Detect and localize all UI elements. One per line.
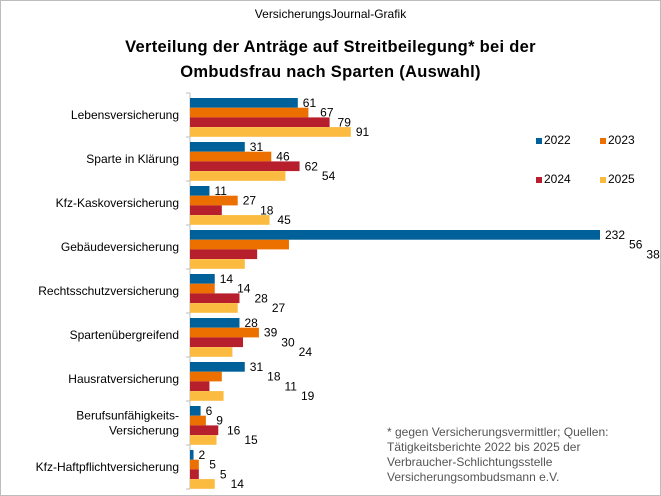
source-label: VersicherungsJournal-Grafik <box>254 7 407 21</box>
data-label: 28 <box>244 316 258 330</box>
data-label: 67 <box>320 106 334 120</box>
legend-label-2024: 2024 <box>544 172 571 186</box>
data-label: 16 <box>227 423 241 437</box>
data-label: 54 <box>322 169 336 183</box>
data-label: 79 <box>338 115 352 129</box>
data-label: 14 <box>231 477 245 491</box>
data-label: 27 <box>243 194 257 208</box>
category-label: Sparte in Klärung <box>86 152 179 166</box>
bar-2023 <box>190 327 259 338</box>
chart-title: Verteilung der Anträge auf Streitbeilegu… <box>1 35 660 85</box>
data-label: 5 <box>220 467 227 481</box>
bar-2024 <box>190 293 240 304</box>
legend-swatch-2025 <box>600 177 606 183</box>
bar-2024 <box>190 117 330 128</box>
bar-2022 <box>190 362 245 372</box>
bar-2022 <box>190 230 600 240</box>
data-label: 91 <box>356 125 370 139</box>
bar-2022 <box>190 274 215 284</box>
legend-label-2022: 2022 <box>544 133 571 147</box>
data-label: 14 <box>237 282 251 296</box>
data-label: 15 <box>244 433 258 447</box>
category-label: Berufsunfähigkeits-Versicherung <box>76 409 179 438</box>
bar-2024 <box>190 425 219 436</box>
title-line-2: Ombudsfrau nach Sparten (Auswahl) <box>180 63 481 81</box>
data-label: 28 <box>254 291 268 305</box>
bar-2025 <box>190 171 286 181</box>
bar-2025 <box>190 259 245 269</box>
bar-2025 <box>190 391 224 401</box>
data-label: 61 <box>303 96 317 110</box>
category-label: Lebensversicherung <box>71 108 179 122</box>
bar-2023 <box>190 151 272 162</box>
data-label: 27 <box>272 301 286 315</box>
category-label: Rechtsschutzversicherung <box>38 284 179 298</box>
footnote: * gegen Versicherungsvermittler; Quellen… <box>387 425 609 484</box>
title-line-1: Verteilung der Anträge auf Streitbeilegu… <box>125 38 536 56</box>
category-label: Kfz-Kaskoversicherung <box>56 196 179 210</box>
category-label: Kfz-Haftpflichtversicherung <box>36 460 179 474</box>
bar-2024 <box>190 249 258 260</box>
bar-2023 <box>190 283 215 294</box>
data-label: 31 <box>250 360 264 374</box>
bar-2023 <box>190 195 238 206</box>
bar-2024 <box>190 337 244 348</box>
data-label: 18 <box>267 370 281 384</box>
data-label: 45 <box>277 213 291 227</box>
data-label: 2 <box>199 448 206 462</box>
legend-swatch-2024 <box>536 177 542 183</box>
legend-label-2025: 2025 <box>608 172 635 186</box>
bar-2024 <box>190 161 300 172</box>
data-label: 31 <box>250 140 264 154</box>
legend-label-2023: 2023 <box>608 133 635 147</box>
data-label: 11 <box>285 379 298 393</box>
bar-2025 <box>190 303 238 313</box>
data-label: 39 <box>264 326 278 340</box>
data-label: 30 <box>281 335 295 349</box>
bar-2023 <box>190 107 309 118</box>
data-label: 38 <box>646 247 660 261</box>
bar-2025 <box>190 479 215 489</box>
category-label: Hausratversicherung <box>68 372 179 386</box>
bar-2022 <box>190 450 194 460</box>
data-label: 232 <box>605 228 625 242</box>
bar-2022 <box>190 98 298 108</box>
data-label: 19 <box>301 389 315 403</box>
bar-2022 <box>190 318 240 328</box>
bar-2023 <box>190 459 199 470</box>
data-label: 9 <box>216 414 223 428</box>
bar-2025 <box>190 435 217 445</box>
legend-swatch-2023 <box>600 138 606 144</box>
bar-2024 <box>190 381 210 392</box>
data-label: 11 <box>214 184 227 198</box>
bar-2025 <box>190 215 270 225</box>
bar-2023 <box>190 371 222 382</box>
bar-2023 <box>190 239 289 250</box>
category-label: Gebäudeversicherung <box>61 240 179 254</box>
bar-2022 <box>190 142 245 152</box>
category-label: Spartenübergreifend <box>70 328 179 342</box>
bar-2023 <box>190 415 206 426</box>
bar-2025 <box>190 127 351 137</box>
bar-2024 <box>190 205 222 216</box>
bar-2024 <box>190 469 199 480</box>
bar-2022 <box>190 186 210 196</box>
bar-2025 <box>190 347 233 357</box>
data-label: 6 <box>206 404 213 418</box>
data-label: 56 <box>629 238 643 252</box>
data-label: 14 <box>220 272 234 286</box>
legend-swatch-2022 <box>536 138 542 144</box>
data-label: 62 <box>305 159 319 173</box>
data-label: 5 <box>209 458 216 472</box>
bar-2022 <box>190 406 201 416</box>
data-label: 24 <box>299 345 313 359</box>
data-label: 46 <box>276 150 290 164</box>
data-label: 18 <box>260 203 274 217</box>
